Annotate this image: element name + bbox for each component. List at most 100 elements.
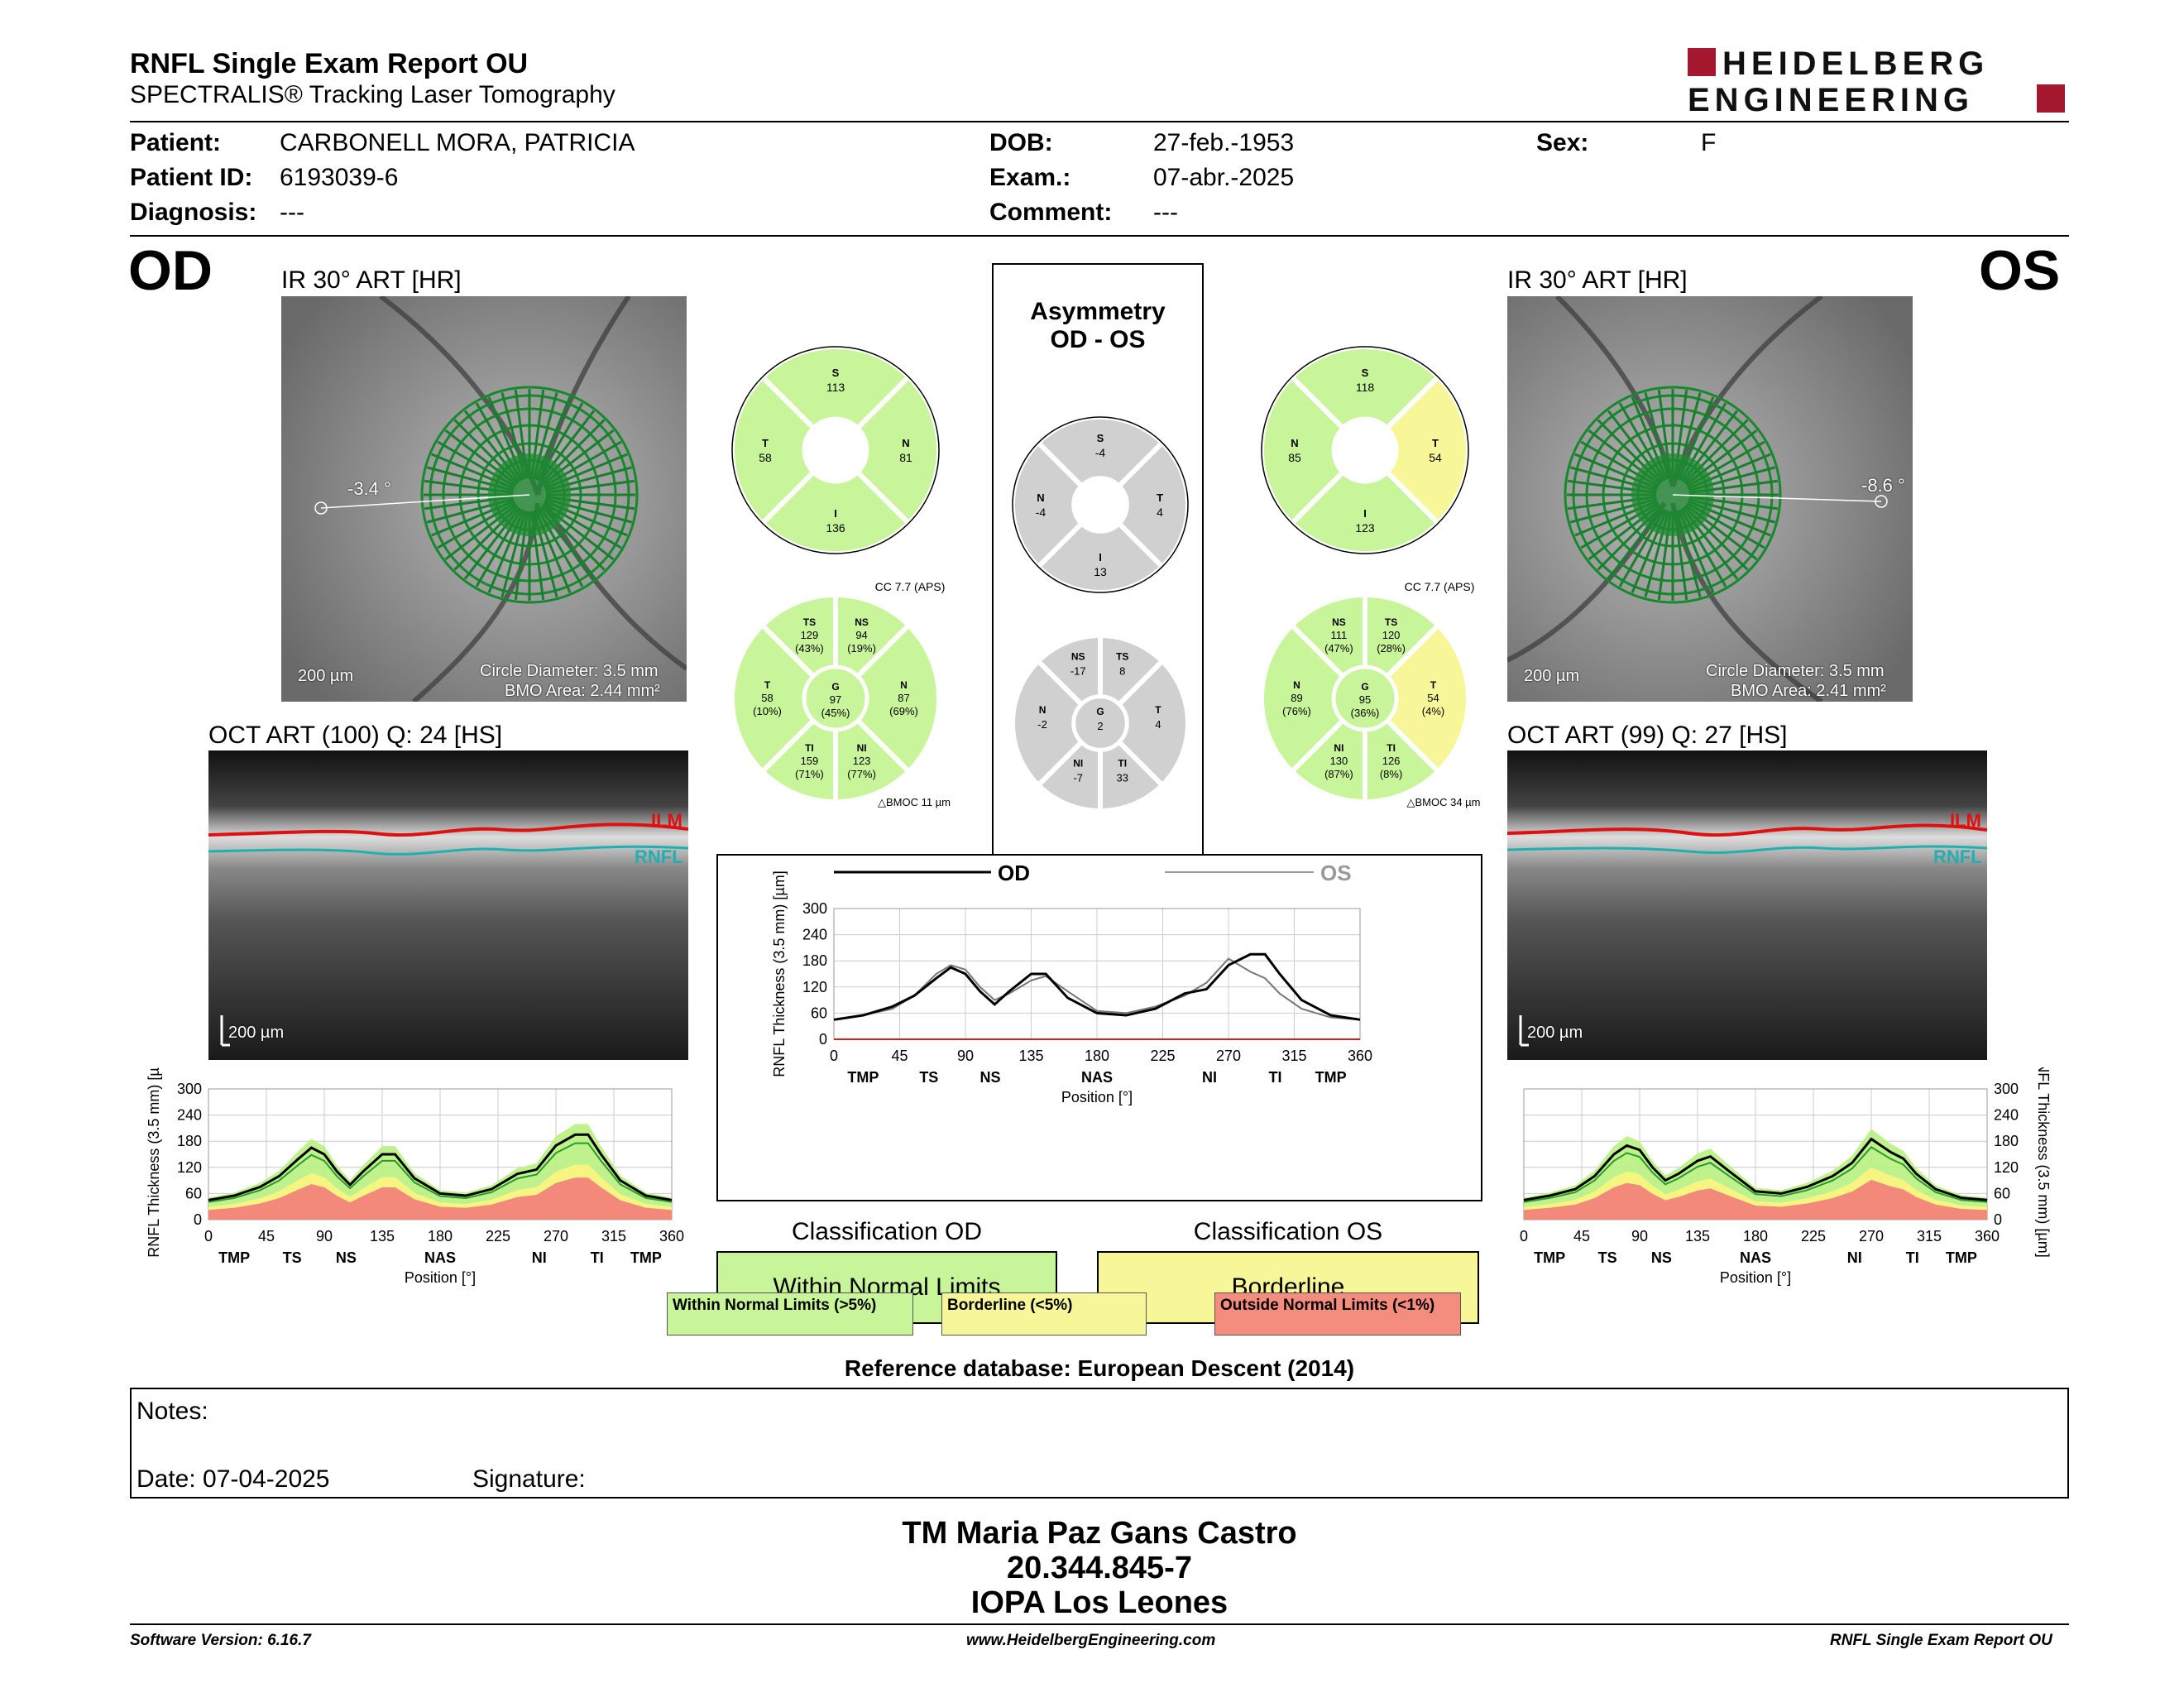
sector-value-ti: 159	[801, 755, 819, 767]
sector-percent-ni: (87%)	[1324, 768, 1353, 780]
os-angle: -8.6 °	[1861, 475, 1905, 496]
sector-label-s: S	[1097, 432, 1104, 444]
od-ir-caption: IR 30° ART [HR]	[281, 266, 462, 294]
od-rnfl-line	[208, 845, 688, 856]
sector-value-i: 13	[1094, 565, 1107, 578]
y-tick-label: 240	[802, 927, 827, 943]
od-ilm-line	[208, 822, 688, 837]
x-tick-label: 315	[1281, 1048, 1306, 1064]
asym-right-border	[1202, 263, 1204, 856]
sector-value-s: 118	[1356, 381, 1375, 394]
sector-axis-label: TMP	[218, 1249, 250, 1266]
sector-percent-t: (10%)	[753, 705, 782, 717]
sector-label-t: T	[1157, 492, 1163, 504]
sector-percent-n: (69%)	[889, 705, 918, 717]
sector-label-ns: NS	[1071, 650, 1085, 662]
sector-value-t: 54	[1427, 692, 1439, 704]
asym-top-border	[992, 263, 1204, 265]
x-tick-label: 270	[1859, 1228, 1884, 1244]
y-tick-label: 0	[1994, 1211, 2002, 1228]
y-tick-label: 180	[1994, 1133, 2019, 1149]
sector-value-n: -2	[1037, 718, 1047, 731]
sector-label-i: I	[1363, 507, 1367, 520]
x-tick-label: 225	[486, 1228, 510, 1244]
x-tick-label: 180	[1085, 1048, 1109, 1064]
sector-4-diagram: S -4 T 4 I 13 N -4	[1010, 415, 1190, 595]
od-oct-bscan: ILM RNFL 200 µm	[208, 750, 688, 1060]
borderline-band	[1524, 1167, 1987, 1211]
sector-label-n: N	[900, 679, 908, 691]
sex-label: Sex:	[1536, 129, 1589, 156]
x-tick-label: 0	[204, 1228, 213, 1244]
notes-signature: Signature:	[472, 1465, 586, 1493]
od-fundus-image: -3.4 ° 200 µm Circle Diameter: 3.5 mm BM…	[281, 296, 687, 702]
sector-label-ts: TS	[1385, 616, 1397, 628]
sector-label-i: I	[1099, 551, 1102, 563]
sector-label-t: T	[764, 679, 771, 691]
y-axis-label: RNFL Thickness (3.5 mm) [µm]	[2035, 1067, 2052, 1258]
diagnosis-value: ---	[280, 199, 304, 226]
clinic-name: IOPA Los Leones	[970, 1585, 1228, 1620]
os-eye-label: OS	[1979, 239, 2061, 302]
sector-label-n: N	[1293, 679, 1300, 691]
y-tick-label: 120	[802, 979, 827, 995]
sector-6-diagram: TS120(28%)T54(4%)TI126(8%)NI130(87%)N89(…	[1259, 592, 1471, 805]
sector-value-g: 97	[830, 693, 841, 706]
od-oct-scale: 200 µm	[228, 1024, 285, 1042]
sector-label-s: S	[832, 367, 840, 379]
sector-label-ni: NI	[1334, 742, 1343, 754]
asymmetry-title-line2: OD - OS	[1050, 326, 1146, 353]
sector-label-ts: TS	[803, 616, 816, 628]
sector-axis-label: TS	[283, 1249, 302, 1266]
x-tick-label: 315	[1917, 1228, 1942, 1244]
mean-line	[1523, 1146, 1988, 1203]
sector-axis-label: TMP	[847, 1069, 879, 1086]
sector-axis-label: NAS	[1081, 1069, 1113, 1086]
od-profile-chart: 0 60 120 180 240 300 0 45 90 135 180 225 270 315 360 TM…	[146, 1067, 684, 1286]
sector-value-t: 58	[761, 692, 773, 704]
sector-label-t: T	[1155, 704, 1161, 716]
dob-value: 27-feb.-1953	[1153, 129, 1295, 156]
footer-divider	[130, 1623, 2069, 1625]
x-tick-label: 135	[1685, 1228, 1710, 1244]
sector-value-ns: -17	[1070, 664, 1086, 677]
x-tick-label: 180	[1743, 1228, 1768, 1244]
sector-axis-label: TMP	[630, 1249, 662, 1266]
patient-id-value: 6193039-6	[280, 164, 399, 191]
sector-value-n: 87	[898, 692, 909, 704]
legend-outside-normal: Outside Normal Limits (<1%)	[1214, 1292, 1461, 1336]
x-tick-label: 270	[1216, 1048, 1241, 1064]
sector-value-t: 54	[1429, 451, 1442, 464]
sector-axis-label: NAS	[1740, 1249, 1771, 1266]
asymmetry-title-line1: Asymmetry	[1030, 298, 1166, 325]
sector-value-t: 4	[1157, 506, 1163, 519]
sector-value-ns: 94	[855, 629, 867, 641]
x-tick-label: 0	[830, 1048, 838, 1064]
od-scale-bar: 200 µm	[298, 667, 354, 685]
sector-value-s: -4	[1095, 446, 1106, 459]
sector-percent-ti: (8%)	[1380, 768, 1402, 780]
y-tick-label: 240	[1994, 1107, 2019, 1124]
x-axis-label: Position [°]	[1061, 1089, 1133, 1105]
sector-axis-label: NS	[336, 1249, 357, 1266]
os-oct-scale: 200 µm	[1527, 1024, 1583, 1042]
diagnosis-label: Diagnosis:	[130, 199, 257, 226]
sector-axis-label: NI	[532, 1249, 547, 1266]
comment-value: ---	[1153, 199, 1178, 226]
sector-value-g: 95	[1359, 693, 1371, 706]
patient-label: Patient:	[130, 129, 222, 156]
sector-label-t: T	[1432, 437, 1439, 449]
patient-value: CARBONELL MORA, PATRICIA	[280, 129, 635, 156]
series-od-line	[833, 952, 1361, 1021]
footer-report-name: RNFL Single Exam Report OU	[1830, 1632, 2052, 1649]
sector-percent-ns: (47%)	[1324, 642, 1353, 655]
x-tick-label: 90	[316, 1228, 333, 1244]
sector-label-ns: NS	[1332, 616, 1346, 628]
x-tick-label: 360	[1975, 1228, 2000, 1244]
y-tick-label: 120	[1994, 1159, 2019, 1176]
od-circle-diameter: Circle Diameter: 3.5 mm	[480, 662, 659, 680]
y-tick-label: 60	[185, 1185, 202, 1201]
sector-label-s: S	[1362, 367, 1369, 379]
normal-band	[1524, 1129, 1987, 1207]
sex-value: F	[1701, 129, 1717, 156]
